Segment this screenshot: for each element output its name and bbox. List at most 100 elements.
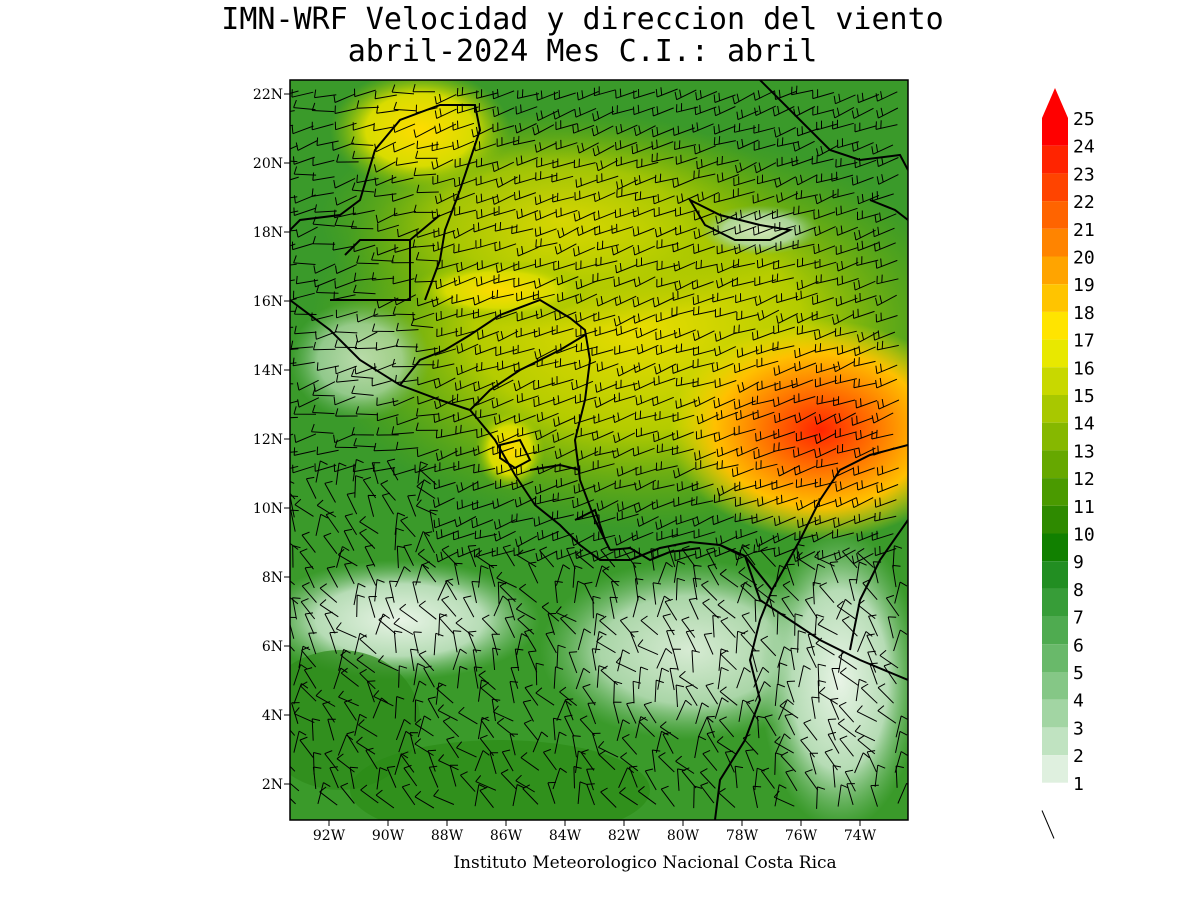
wind-barb: [294, 325, 317, 335]
wind-barb: [572, 565, 583, 588]
wind-barb: [319, 583, 338, 603]
wind-barb: [575, 177, 598, 188]
wind-barb: [471, 126, 494, 138]
wind-barb: [516, 208, 539, 220]
wind-barb: [536, 157, 559, 168]
wind-barb: [551, 325, 574, 335]
wind-barb: [871, 429, 894, 440]
wind-barb: [793, 205, 816, 216]
wind-barb: [662, 732, 674, 754]
colorbar-label-5: 5: [1073, 663, 1084, 684]
lon-labels: 92W 90W 88W 86W 84W 82W 80W 78W 76W 74W: [313, 828, 877, 844]
wind-barb: [671, 363, 694, 374]
wind-barb: [452, 227, 475, 239]
wind-barb: [312, 404, 335, 415]
lat-label-14n: 14N: [253, 363, 283, 379]
wind-barb: [592, 595, 601, 619]
wind-barb: [319, 599, 339, 618]
wind-barb: [716, 446, 739, 458]
wind-barb: [778, 699, 794, 720]
wind-barb: [292, 545, 301, 568]
wind-barb: [753, 90, 776, 101]
wind-barb: [616, 188, 639, 198]
wind-barb: [452, 648, 467, 671]
wind-barb: [776, 313, 799, 324]
wind-barb: [674, 328, 696, 339]
wind-barb: [303, 667, 317, 689]
wind-barb: [432, 241, 455, 252]
wind-barb: [785, 769, 798, 792]
wind-barb: [472, 295, 495, 306]
wind-barb: [851, 497, 874, 509]
wind-barb: [695, 460, 718, 471]
wind-barb: [537, 530, 559, 541]
wind-barb: [492, 194, 515, 205]
wind-barb: [400, 751, 415, 773]
wind-barb: [433, 789, 455, 805]
wind-barb: [311, 188, 334, 197]
wind-barb: [814, 614, 825, 637]
wind-barb: [655, 312, 678, 323]
wind-barb: [416, 408, 439, 417]
wind-barb: [837, 138, 859, 149]
wind-barb: [755, 460, 778, 470]
wind-barb: [437, 704, 458, 722]
wind-barb: [658, 561, 673, 583]
wind-barb: [652, 296, 675, 308]
wind-barb: [536, 357, 559, 368]
wind-barb: [809, 752, 819, 775]
wind-barb: [338, 690, 359, 707]
wind-barb: [760, 635, 777, 657]
wind-barb: [853, 513, 876, 525]
wind-barb: [378, 614, 396, 635]
wind-barb: [614, 295, 637, 307]
wind-barb: [573, 211, 596, 222]
wind-barb: [592, 732, 601, 755]
wind-barb: [874, 212, 897, 223]
wind-barb: [457, 665, 468, 689]
wind-barb: [350, 136, 374, 146]
colorbar-label-11: 11: [1073, 497, 1095, 518]
wind-barb: [575, 667, 591, 690]
wind-barb: [442, 716, 460, 738]
wind-barb: [417, 461, 429, 484]
wind-barb: [756, 357, 779, 368]
wind-barb: [497, 432, 520, 444]
wind-barb: [733, 425, 756, 436]
wind-barb: [476, 260, 499, 271]
lat-label-20n: 20N: [253, 156, 283, 172]
colorbar-label-23: 23: [1073, 164, 1095, 185]
wind-barb: [675, 755, 695, 774]
wind-barb: [474, 141, 497, 152]
wind-barb: [515, 104, 538, 115]
wind-barb: [816, 458, 839, 469]
wind-barb: [575, 260, 598, 271]
wind-barb: [633, 88, 656, 99]
wind-barb: [632, 595, 646, 618]
wind-barb: [577, 142, 599, 154]
colorbar-swatch-17: [1042, 339, 1068, 368]
wind-barb: [295, 140, 318, 151]
wind-barb: [712, 292, 735, 303]
wind-barb: [451, 294, 474, 304]
wind-barb: [353, 437, 376, 448]
wind-barb: [290, 580, 295, 586]
wind-barb: [855, 430, 878, 441]
wind-barb: [716, 262, 739, 274]
wind-barb: [534, 348, 557, 360]
wind-barb: [333, 433, 356, 444]
wind-barb: [616, 179, 639, 190]
wind-barb: [496, 464, 519, 475]
wind-barb: [576, 510, 600, 521]
wind-barb: [833, 360, 856, 373]
wind-barb: [376, 105, 399, 114]
wind-barb: [364, 544, 376, 567]
wind-barb: [394, 512, 406, 535]
wind-barb: [554, 358, 577, 368]
wind-barb: [655, 519, 678, 531]
wind-barb: [572, 497, 595, 509]
wind-barb: [414, 718, 434, 737]
wind-barb: [436, 683, 454, 704]
wind-barb: [712, 225, 735, 236]
wind-barb: [478, 565, 489, 588]
